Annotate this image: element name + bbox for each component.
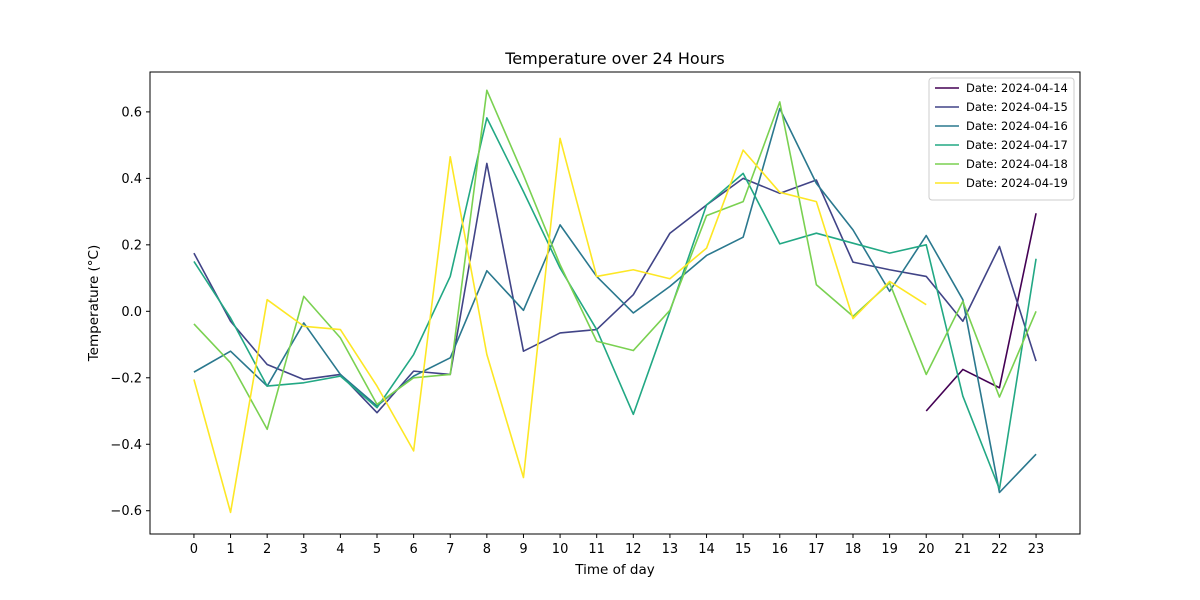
- x-tick-label: 17: [808, 542, 825, 557]
- x-tick-label: 7: [446, 542, 454, 557]
- series-line-5: [193, 137, 927, 514]
- x-tick-label: 10: [552, 542, 569, 557]
- y-tick-label: −0.6: [110, 504, 142, 519]
- x-tick-label: 4: [336, 542, 344, 557]
- x-tick-label: 21: [955, 542, 972, 557]
- series-line-1: [193, 162, 1037, 414]
- series-line-0: [925, 213, 1037, 412]
- x-tick-label: 8: [483, 542, 491, 557]
- x-axis: 0 1 2 3 4 5 6 7 8 9 10 11 12 13 14 15 16 17 18 19 20 21 22 23: [190, 534, 1045, 557]
- legend-label: Date: 2024-04-18: [966, 157, 1068, 171]
- x-tick-label: 13: [662, 542, 679, 557]
- x-tick-label: 22: [991, 542, 1008, 557]
- y-tick-label: 0.6: [121, 105, 142, 120]
- y-tick-label: −0.4: [110, 438, 142, 453]
- x-tick-label: 23: [1028, 542, 1045, 557]
- x-tick-label: 6: [409, 542, 417, 557]
- series-line-4: [193, 89, 1037, 431]
- legend-label: Date: 2024-04-16: [966, 119, 1068, 133]
- x-tick-label: 15: [735, 542, 752, 557]
- x-tick-label: 18: [845, 542, 862, 557]
- x-tick-label: 1: [226, 542, 234, 557]
- legend-label: Date: 2024-04-17: [966, 138, 1068, 152]
- y-tick-label: 0.2: [121, 238, 142, 253]
- plot-frame: [149, 71, 1081, 535]
- chart-title: Temperature over 24 Hours: [504, 49, 725, 68]
- series-line-2: [193, 107, 1037, 494]
- legend-label: Date: 2024-04-19: [966, 176, 1068, 190]
- legend: Date: 2024-04-14 Date: 2024-04-15 Date: 20…: [928, 77, 1075, 201]
- x-tick-label: 14: [698, 542, 715, 557]
- x-tick-label: 19: [881, 542, 898, 557]
- x-tick-label: 0: [190, 542, 198, 557]
- x-tick-label: 2: [263, 542, 271, 557]
- x-tick-label: 11: [588, 542, 605, 557]
- y-tick-label: 0.4: [121, 172, 142, 187]
- legend-label: Date: 2024-04-15: [966, 100, 1068, 114]
- y-tick-label: 0.0: [121, 305, 142, 320]
- series-line-3: [193, 117, 1037, 490]
- x-tick-label: 16: [771, 542, 788, 557]
- y-tick-label: −0.2: [110, 371, 142, 386]
- x-tick-label: 20: [918, 542, 935, 557]
- x-axis-label: Time of day: [574, 562, 654, 578]
- x-tick-label: 5: [373, 542, 381, 557]
- y-axis-label: Temperature (°C): [86, 245, 102, 363]
- x-tick-label: 12: [625, 542, 642, 557]
- x-tick-label: 9: [519, 542, 527, 557]
- y-axis: −0.6 −0.4 −0.2 0.0 0.2 0.4 0.6: [110, 105, 150, 519]
- legend-label: Date: 2024-04-14: [966, 81, 1068, 95]
- series-layer: [193, 89, 1037, 514]
- x-tick-label: 3: [300, 542, 308, 557]
- legend-box: [928, 77, 1075, 201]
